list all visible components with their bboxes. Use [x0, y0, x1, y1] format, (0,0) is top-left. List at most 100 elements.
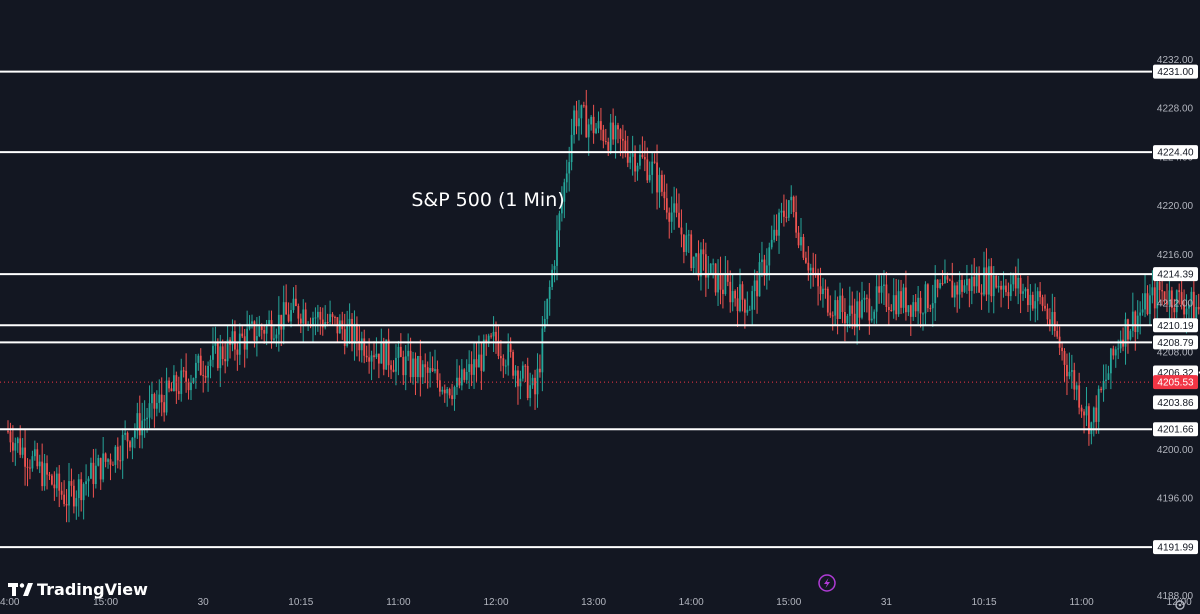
- candle-126: [314, 307, 317, 336]
- candle-34: [90, 457, 92, 480]
- candle-386: [948, 278, 951, 282]
- candle-159: [395, 344, 397, 386]
- candle-302: [743, 298, 746, 329]
- candle-346: [851, 291, 854, 330]
- y-tick-label-10: 4228.00: [1157, 104, 1194, 115]
- candle-238: [587, 118, 590, 156]
- candle-394: [968, 278, 971, 308]
- candle-266: [656, 144, 658, 210]
- candle-51: [131, 437, 134, 460]
- svg-text:4210.19: 4210.19: [1157, 321, 1194, 332]
- candle-221: [546, 298, 549, 326]
- candle-44: [114, 445, 117, 473]
- candle-303: [746, 291, 749, 316]
- candle-364: [895, 278, 898, 321]
- candle-326: [802, 233, 805, 261]
- candle-19: [53, 471, 56, 501]
- candle-366: [900, 279, 902, 315]
- candle-250: [617, 122, 619, 144]
- candle-49: [126, 431, 129, 459]
- candle-403: [990, 258, 993, 303]
- candle-95: [238, 323, 241, 366]
- candle-177: [438, 373, 441, 397]
- candle-105: [263, 325, 266, 344]
- candle-363: [892, 278, 895, 319]
- candle-267: [658, 167, 661, 208]
- candle-189: [468, 350, 471, 390]
- brand[interactable]: TradingView: [8, 580, 148, 599]
- candle-82: [207, 361, 209, 392]
- candle-377: [926, 283, 929, 313]
- candle-192: [475, 342, 478, 382]
- brand-name: TradingView: [37, 580, 148, 599]
- lightning-icon[interactable]: [818, 574, 836, 592]
- candle-309: [761, 241, 763, 277]
- candle-334: [822, 277, 824, 308]
- candle-282: [695, 252, 697, 274]
- candle-7: [24, 429, 26, 486]
- candle-248: [612, 108, 615, 145]
- candle-16: [46, 455, 48, 490]
- candle-4: [16, 436, 19, 453]
- candle-46: [119, 445, 122, 470]
- candle-449: [1102, 364, 1105, 402]
- candle-375: [922, 312, 924, 331]
- candle-448: [1100, 386, 1103, 393]
- candle-228: [563, 178, 566, 219]
- candle-419: [1029, 284, 1032, 321]
- candle-342: [841, 288, 844, 324]
- candle-487: [1195, 295, 1198, 319]
- candle-115: [287, 302, 290, 323]
- candle-433: [1063, 348, 1066, 383]
- candle-88: [221, 339, 224, 366]
- candle-164: [407, 333, 410, 361]
- candle-245: [604, 128, 607, 145]
- level-label-7: 4201.66: [1153, 422, 1198, 437]
- settings-gear-icon[interactable]: [1175, 600, 1185, 610]
- candle-474: [1163, 291, 1166, 304]
- candle-77: [194, 354, 197, 389]
- candle-62: [158, 379, 161, 413]
- chart-title: S&P 500 (1 Min): [411, 189, 564, 211]
- candle-341: [839, 282, 841, 319]
- candle-6: [21, 438, 24, 459]
- candle-68: [173, 365, 175, 392]
- candle-2: [11, 425, 14, 463]
- candle-325: [800, 218, 802, 251]
- candle-128: [319, 306, 322, 335]
- x-tick-label-12: 12:00: [1167, 597, 1192, 608]
- candle-372: [914, 293, 917, 318]
- candle-329: [809, 263, 812, 289]
- candle-354: [870, 306, 873, 323]
- candle-181: [448, 387, 451, 399]
- candle-80: [202, 360, 205, 393]
- candle-119: [297, 303, 300, 325]
- candle-102: [255, 317, 258, 357]
- candle-64: [163, 394, 166, 422]
- candle-190: [470, 351, 473, 387]
- candle-369: [907, 305, 910, 316]
- x-tick-label-9: 31: [881, 597, 893, 608]
- candle-20: [55, 467, 58, 497]
- candle-167: [414, 352, 417, 396]
- candle-345: [848, 286, 851, 328]
- candle-316: [778, 208, 780, 254]
- candle-13: [38, 454, 41, 474]
- candle-281: [692, 256, 695, 275]
- candle-396: [973, 258, 976, 294]
- candle-376: [924, 281, 927, 325]
- candle-432: [1061, 342, 1063, 361]
- candle-256: [631, 135, 634, 176]
- candle-76: [192, 377, 195, 384]
- time-axis[interactable]: 4:00 15:00 30 10:15 11:00 12:00 13:00 14:00 15:0…: [0, 597, 1192, 608]
- candle-399: [980, 284, 983, 310]
- candle-421: [1034, 283, 1037, 323]
- candle-274: [675, 188, 678, 218]
- candle-110: [275, 328, 278, 347]
- candle-355: [873, 309, 876, 324]
- candle-319: [785, 199, 788, 223]
- candle-275: [678, 193, 680, 228]
